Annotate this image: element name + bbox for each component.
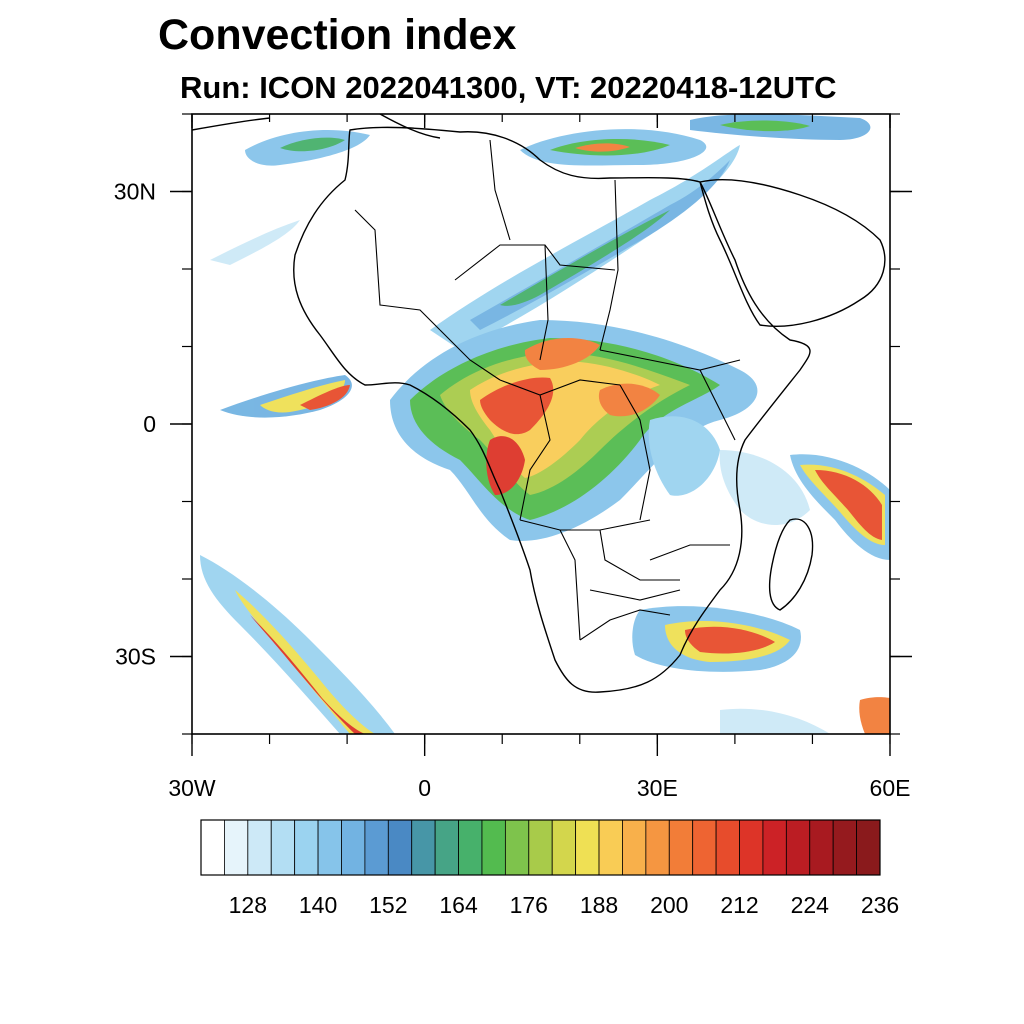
colorbar-swatch xyxy=(387,819,413,876)
colorbar: 128 140 152 164 176 188 200 212 224 236 xyxy=(200,819,899,918)
lon-tick-label: 60E xyxy=(870,775,911,801)
colorbar-swatch xyxy=(224,819,249,876)
colorbar-swatch xyxy=(504,819,530,876)
lon-tick-label: 0 xyxy=(418,775,431,801)
colorbar-frame xyxy=(200,819,881,876)
colorbar-label: 152 xyxy=(369,892,407,918)
colorbar-swatch xyxy=(481,819,506,876)
colorbar-swatch xyxy=(317,819,342,876)
colorbar-label: 224 xyxy=(791,892,830,918)
colorbar-swatch xyxy=(809,819,834,876)
map-title: Convection index xyxy=(158,11,517,59)
country-borders xyxy=(354,139,741,641)
colorbar-swatch xyxy=(434,819,459,876)
colorbar-swatch xyxy=(247,819,272,876)
colorbar-swatch xyxy=(551,819,577,876)
colorbar-label: 236 xyxy=(861,892,899,918)
coastlines xyxy=(192,114,886,693)
colorbar-label: 200 xyxy=(650,892,688,918)
colorbar-label: 176 xyxy=(510,892,548,918)
lat-tick-label: 0 xyxy=(143,411,156,437)
colorbar-label: 164 xyxy=(439,892,478,918)
colorbar-swatch xyxy=(528,819,553,876)
colorbar-swatch xyxy=(668,819,694,876)
colorbar-swatch xyxy=(622,819,647,876)
colorbar-swatch xyxy=(715,819,740,876)
colorbar-swatch xyxy=(575,819,600,876)
colorbar-swatch xyxy=(270,819,296,876)
colorbar-swatch xyxy=(200,819,225,876)
colorbar-swatch xyxy=(341,819,366,876)
lat-tick-label: 30N xyxy=(114,179,156,205)
colorbar-swatch xyxy=(762,819,787,876)
map-subtitle: Run: ICON 2022041300, VT: 20220418-12UTC xyxy=(180,70,837,105)
colorbar-swatch xyxy=(739,819,764,876)
colorbar-swatch xyxy=(411,819,436,876)
colorbar-swatch xyxy=(598,819,623,876)
colorbar-label: 140 xyxy=(299,892,337,918)
lon-tick-label: 30W xyxy=(168,775,216,801)
colorbar-swatch xyxy=(294,819,319,876)
colorbar-swatch xyxy=(692,819,717,876)
map-axes: 30W 0 30E 60E 30N 0 30S xyxy=(114,113,912,801)
colorbar-swatch xyxy=(364,819,389,876)
colorbar-swatch xyxy=(645,819,670,876)
colorbar-swatch xyxy=(785,819,811,876)
lon-tick-label: 30E xyxy=(637,775,678,801)
colorbar-swatch xyxy=(458,819,483,876)
colorbar-label: 128 xyxy=(229,892,267,918)
lat-tick-label: 30S xyxy=(115,644,156,670)
colorbar-label: 188 xyxy=(580,892,618,918)
convection-field xyxy=(200,114,890,734)
colorbar-swatch xyxy=(832,819,857,876)
colorbar-label: 212 xyxy=(720,892,758,918)
colorbar-swatch xyxy=(856,819,881,876)
